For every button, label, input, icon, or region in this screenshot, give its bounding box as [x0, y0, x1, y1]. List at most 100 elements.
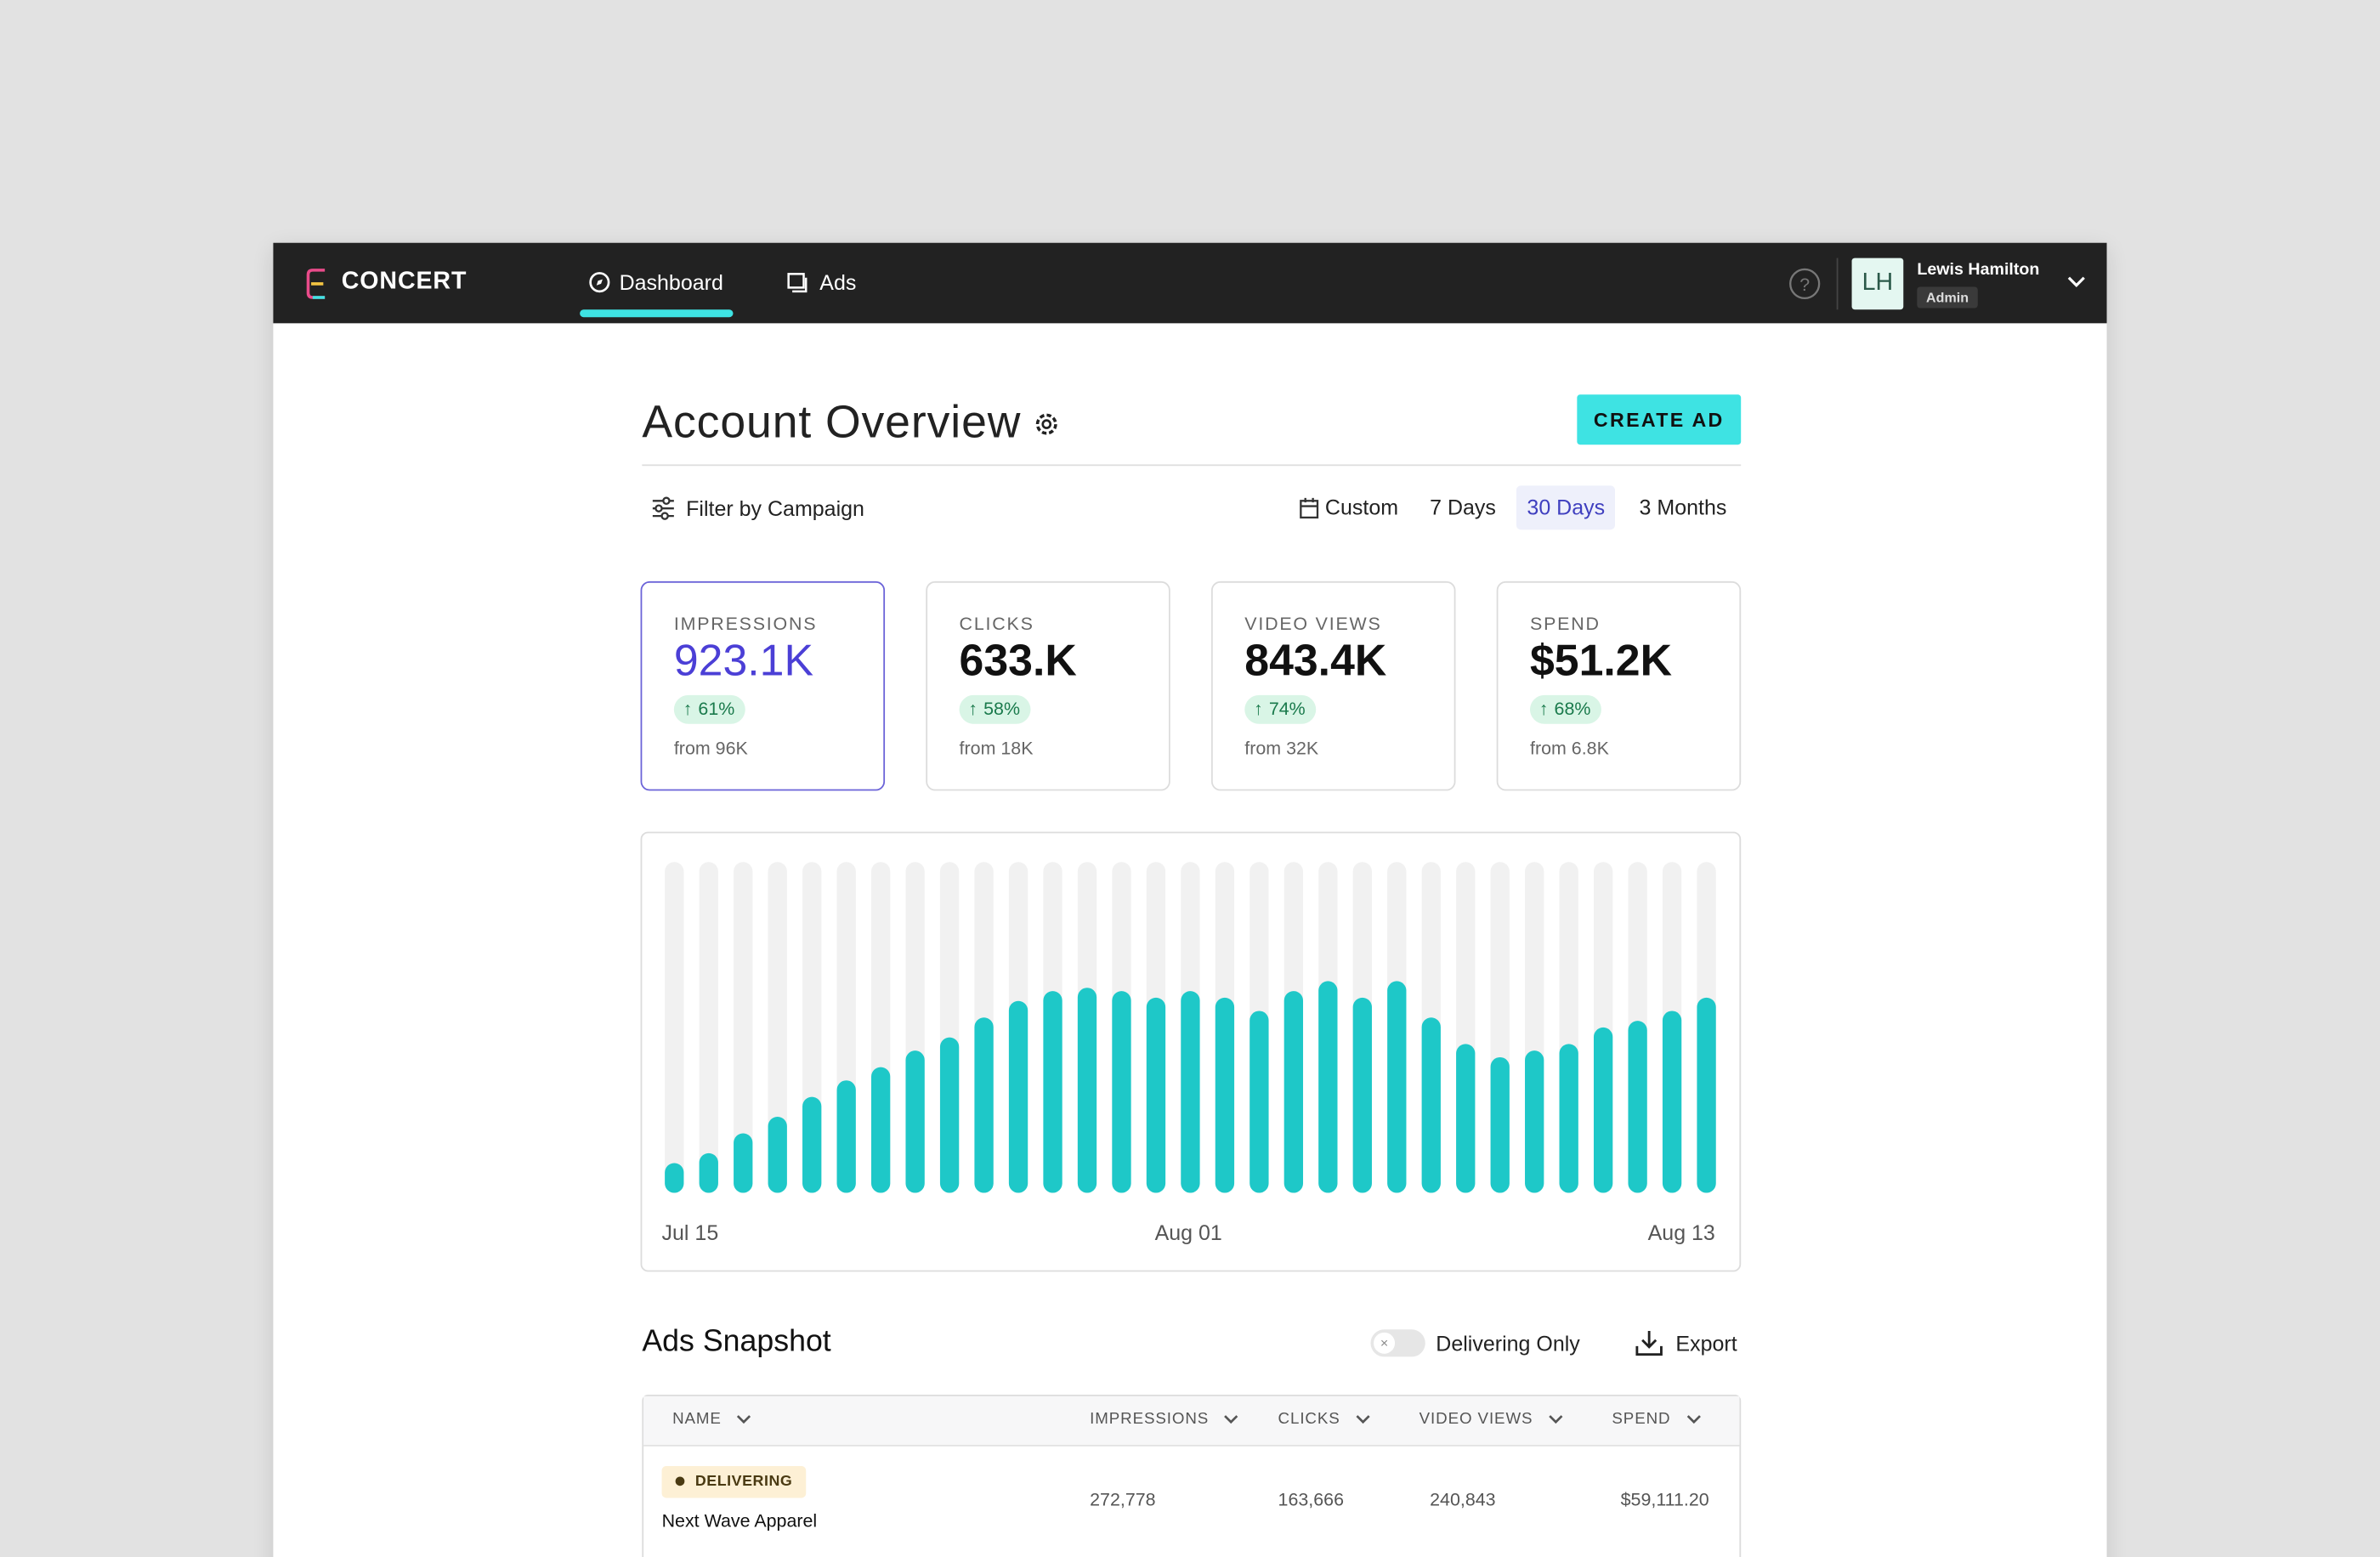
bar: [734, 1133, 753, 1193]
bar: [699, 1152, 718, 1193]
calendar-icon: [1300, 497, 1319, 519]
bar: [1250, 1011, 1269, 1193]
bar: [836, 1080, 856, 1193]
status-dot: [675, 1476, 685, 1486]
user-name: Lewis Hamilton: [1917, 261, 2040, 280]
bar: [1525, 1050, 1544, 1193]
bar: [1077, 988, 1097, 1193]
change-text: 68%: [1554, 698, 1591, 720]
nav-ads[interactable]: Ads: [819, 269, 857, 295]
range-option[interactable]: 30 Days: [1516, 485, 1616, 530]
bar: [1593, 1027, 1613, 1193]
bar: [1490, 1056, 1510, 1193]
x-label: Aug 13: [1648, 1221, 1715, 1245]
sort-icon: [1356, 1415, 1370, 1424]
change-text: 58%: [983, 698, 1021, 720]
metric-card[interactable]: IMPRESSIONS 923.1K ↑ 61% from 96K: [640, 580, 886, 791]
create-ad-button[interactable]: CREATE AD: [1577, 394, 1742, 445]
metric-card[interactable]: CLICKS 633.K ↑ 58% from 18K: [926, 580, 1170, 791]
column-header[interactable]: NAME: [672, 1409, 722, 1429]
bar: [802, 1096, 822, 1193]
help-button[interactable]: ?: [1788, 267, 1822, 300]
bar: [1181, 991, 1200, 1193]
ads-icon: [787, 273, 808, 293]
x-label: Jul 15: [662, 1221, 719, 1245]
bar: [1559, 1044, 1578, 1193]
table-cell: 163,666: [1278, 1488, 1345, 1510]
range-option[interactable]: Custom: [1324, 495, 1399, 519]
toggle[interactable]: ×: [1370, 1329, 1425, 1357]
range-option[interactable]: 7 Days: [1430, 495, 1496, 519]
metric-label: SPEND: [1529, 613, 1601, 635]
ad-name[interactable]: Next Wave Apparel: [661, 1509, 818, 1532]
metric-change: ↑ 68%: [1529, 694, 1601, 724]
x-label: Aug 01: [1155, 1221, 1222, 1245]
logo-icon: [306, 269, 326, 299]
bar: [1043, 991, 1062, 1193]
sort-icon: [1224, 1415, 1238, 1424]
bar: [870, 1067, 891, 1193]
bar-chart: Jul 15 Aug 01 Aug 13: [662, 862, 1716, 1245]
sort-icon: [1686, 1415, 1701, 1424]
column-header[interactable]: CLICKS: [1278, 1409, 1340, 1429]
export-button[interactable]: Export: [1675, 1331, 1737, 1356]
metric-value: 843.4K: [1244, 637, 1387, 687]
metric-from: from 32K: [1244, 737, 1319, 759]
bar: [1456, 1044, 1476, 1193]
filter-button[interactable]: Filter by Campaign: [686, 495, 864, 521]
metric-from: from 6.8K: [1529, 737, 1609, 759]
svg-text:?: ?: [1799, 275, 1810, 295]
metric-change: ↑ 74%: [1244, 694, 1317, 724]
bar: [905, 1050, 925, 1193]
metric-change: ↑ 61%: [673, 694, 745, 724]
change-text: 74%: [1268, 698, 1306, 720]
bar: [768, 1117, 787, 1193]
metric-label: VIDEO VIEWS: [1244, 613, 1382, 635]
metric-value: 633.K: [959, 637, 1077, 687]
bar: [1284, 991, 1304, 1193]
nav-dashboard[interactable]: Dashboard: [619, 269, 723, 295]
toggle-label: Delivering Only: [1436, 1331, 1580, 1356]
bar-track: [665, 862, 684, 1193]
bar-track: [734, 862, 753, 1193]
table: [642, 1395, 1742, 1557]
user-role: Admin: [1917, 286, 1978, 309]
metric-card[interactable]: VIDEO VIEWS 843.4K ↑ 74% from 32K: [1210, 580, 1456, 791]
chart-card: [640, 831, 1742, 1272]
top-nav: [273, 242, 2107, 324]
bar: [1421, 1017, 1441, 1193]
table-cell: 240,843: [1430, 1488, 1496, 1510]
user-menu[interactable]: [2066, 275, 2087, 290]
filter-icon: [652, 496, 674, 520]
bar-track: [768, 862, 787, 1193]
active-indicator: [580, 309, 734, 318]
metric-card[interactable]: SPEND $51.2K ↑ 68% from 6.8K: [1496, 580, 1742, 791]
change-text: 61%: [698, 698, 735, 720]
column-header[interactable]: VIDEO VIEWS: [1419, 1409, 1533, 1429]
sort-icon: [1549, 1415, 1563, 1424]
table-cell: 272,778: [1090, 1488, 1156, 1510]
bar: [1352, 997, 1372, 1193]
section-title: Ads Snapshot: [642, 1324, 831, 1359]
bar: [974, 1017, 994, 1193]
column-header[interactable]: IMPRESSIONS: [1090, 1409, 1210, 1429]
metric-value: 923.1K: [673, 637, 813, 687]
metric-label: IMPRESSIONS: [673, 613, 818, 635]
bar: [1146, 997, 1166, 1193]
metric-change: ↑ 58%: [959, 694, 1031, 724]
sort-icon: [736, 1415, 751, 1424]
range-option[interactable]: 3 Months: [1639, 495, 1727, 519]
bar: [1318, 981, 1338, 1193]
settings-button[interactable]: [1032, 410, 1061, 439]
metric-from: from 18K: [959, 737, 1034, 759]
brand: CONCERT: [341, 269, 468, 295]
metric-value: $51.2K: [1529, 637, 1672, 687]
bar: [1628, 1021, 1647, 1193]
bar: [1112, 991, 1131, 1193]
bar: [939, 1037, 960, 1193]
table-cell: $59,111.20: [1620, 1488, 1709, 1510]
column-header[interactable]: SPEND: [1612, 1409, 1671, 1429]
avatar: LH: [1851, 258, 1904, 310]
